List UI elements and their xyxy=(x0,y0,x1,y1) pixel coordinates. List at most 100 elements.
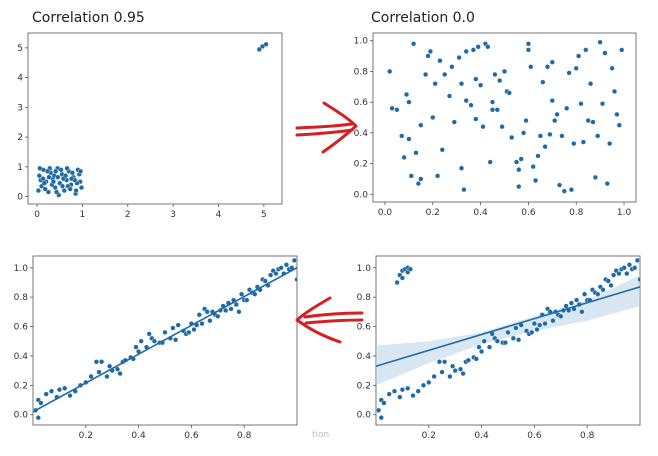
x-tick-label: 0.8 xyxy=(580,431,595,441)
data-point xyxy=(278,265,284,271)
y-tick-label: 0.0 xyxy=(14,411,29,421)
data-point xyxy=(616,122,622,128)
scatter-panel-corr-0-0: 0.0 0.2 0.4 0.6 0.8 1.0 0.0 0.2 0.4 0.6 0.8 1.0 xyxy=(354,32,637,218)
data-point xyxy=(566,70,572,76)
data-point xyxy=(619,47,625,53)
data-point xyxy=(146,331,152,337)
x-tick-label: 5 xyxy=(261,210,267,220)
y-tick-label: 5 xyxy=(17,44,23,54)
data-point xyxy=(173,337,179,343)
data-point xyxy=(610,272,617,278)
data-point xyxy=(516,167,522,173)
data-point xyxy=(597,39,603,45)
data-point xyxy=(106,363,113,369)
cropped-caption-text: tion xyxy=(312,430,329,440)
data-point xyxy=(62,173,69,179)
data-point xyxy=(470,47,477,53)
data-point xyxy=(406,99,412,105)
data-point xyxy=(534,326,540,333)
data-point xyxy=(389,105,395,111)
y-tick-label: 0.2 xyxy=(357,381,371,391)
y-tick-label: 3 xyxy=(17,103,23,113)
data-point xyxy=(626,262,633,268)
data-point xyxy=(502,340,509,346)
data-point xyxy=(437,58,443,64)
data-point xyxy=(573,65,579,71)
data-point xyxy=(461,187,467,193)
data-point xyxy=(549,97,555,104)
regression-line xyxy=(376,286,640,367)
data-point xyxy=(542,144,548,150)
data-point xyxy=(394,279,400,286)
data-points xyxy=(376,257,640,421)
data-point xyxy=(616,271,622,277)
x-tick-label: 0.6 xyxy=(527,431,542,441)
data-point xyxy=(532,177,539,184)
data-point xyxy=(602,50,608,56)
data-point xyxy=(431,373,437,380)
data-point xyxy=(564,105,570,111)
data-point xyxy=(578,101,584,107)
data-point xyxy=(415,388,421,394)
y-tick-label: 0.6 xyxy=(357,323,372,333)
data-point xyxy=(410,393,416,399)
data-point xyxy=(485,44,491,50)
data-point xyxy=(450,363,456,369)
data-point xyxy=(133,344,139,350)
y-tick-label: 0 xyxy=(17,193,23,203)
data-point xyxy=(547,131,553,138)
data-point xyxy=(262,278,268,284)
data-point xyxy=(196,312,202,318)
data-point xyxy=(68,176,75,182)
data-point xyxy=(465,357,472,363)
data-point xyxy=(78,185,85,191)
data-point xyxy=(537,133,544,139)
data-point xyxy=(435,173,441,179)
y-tick-label: 0.4 xyxy=(357,352,372,362)
data-point xyxy=(67,186,73,192)
data-point xyxy=(439,147,445,153)
data-point xyxy=(426,379,432,386)
data-point xyxy=(427,48,434,55)
data-point xyxy=(481,338,487,344)
data-point xyxy=(468,102,474,108)
data-point xyxy=(425,53,431,59)
data-point xyxy=(556,182,563,188)
data-point xyxy=(513,159,520,165)
data-point xyxy=(513,325,519,331)
data-point xyxy=(399,275,406,281)
data-point xyxy=(550,318,556,324)
data-point xyxy=(418,122,424,128)
data-point xyxy=(499,124,505,130)
data-point xyxy=(175,322,181,328)
data-point xyxy=(592,174,599,181)
y-tick-label: 0.0 xyxy=(357,411,372,421)
data-point xyxy=(575,53,582,59)
data-point xyxy=(520,130,527,136)
data-point xyxy=(204,309,210,315)
data-point xyxy=(399,133,405,139)
y-tick-label: 1.0 xyxy=(354,37,369,47)
data-point xyxy=(376,407,382,413)
data-point xyxy=(573,297,580,303)
data-point xyxy=(525,47,532,53)
data-point xyxy=(544,64,551,70)
data-point xyxy=(401,154,407,161)
data-point xyxy=(501,68,508,75)
data-point xyxy=(605,278,611,284)
chart-title-top-left: Correlation 0.95 xyxy=(32,10,145,26)
data-point xyxy=(56,387,63,393)
data-point xyxy=(239,291,245,297)
data-point xyxy=(518,156,524,162)
data-point xyxy=(525,41,532,47)
data-point xyxy=(268,272,274,278)
data-point xyxy=(391,388,398,394)
data-point xyxy=(263,41,269,47)
data-point xyxy=(41,180,47,186)
data-point xyxy=(571,141,577,147)
data-point xyxy=(489,107,496,113)
data-point xyxy=(44,168,51,174)
data-point xyxy=(456,54,462,61)
data-point xyxy=(608,282,614,289)
x-tick-label: 0.4 xyxy=(474,431,489,441)
